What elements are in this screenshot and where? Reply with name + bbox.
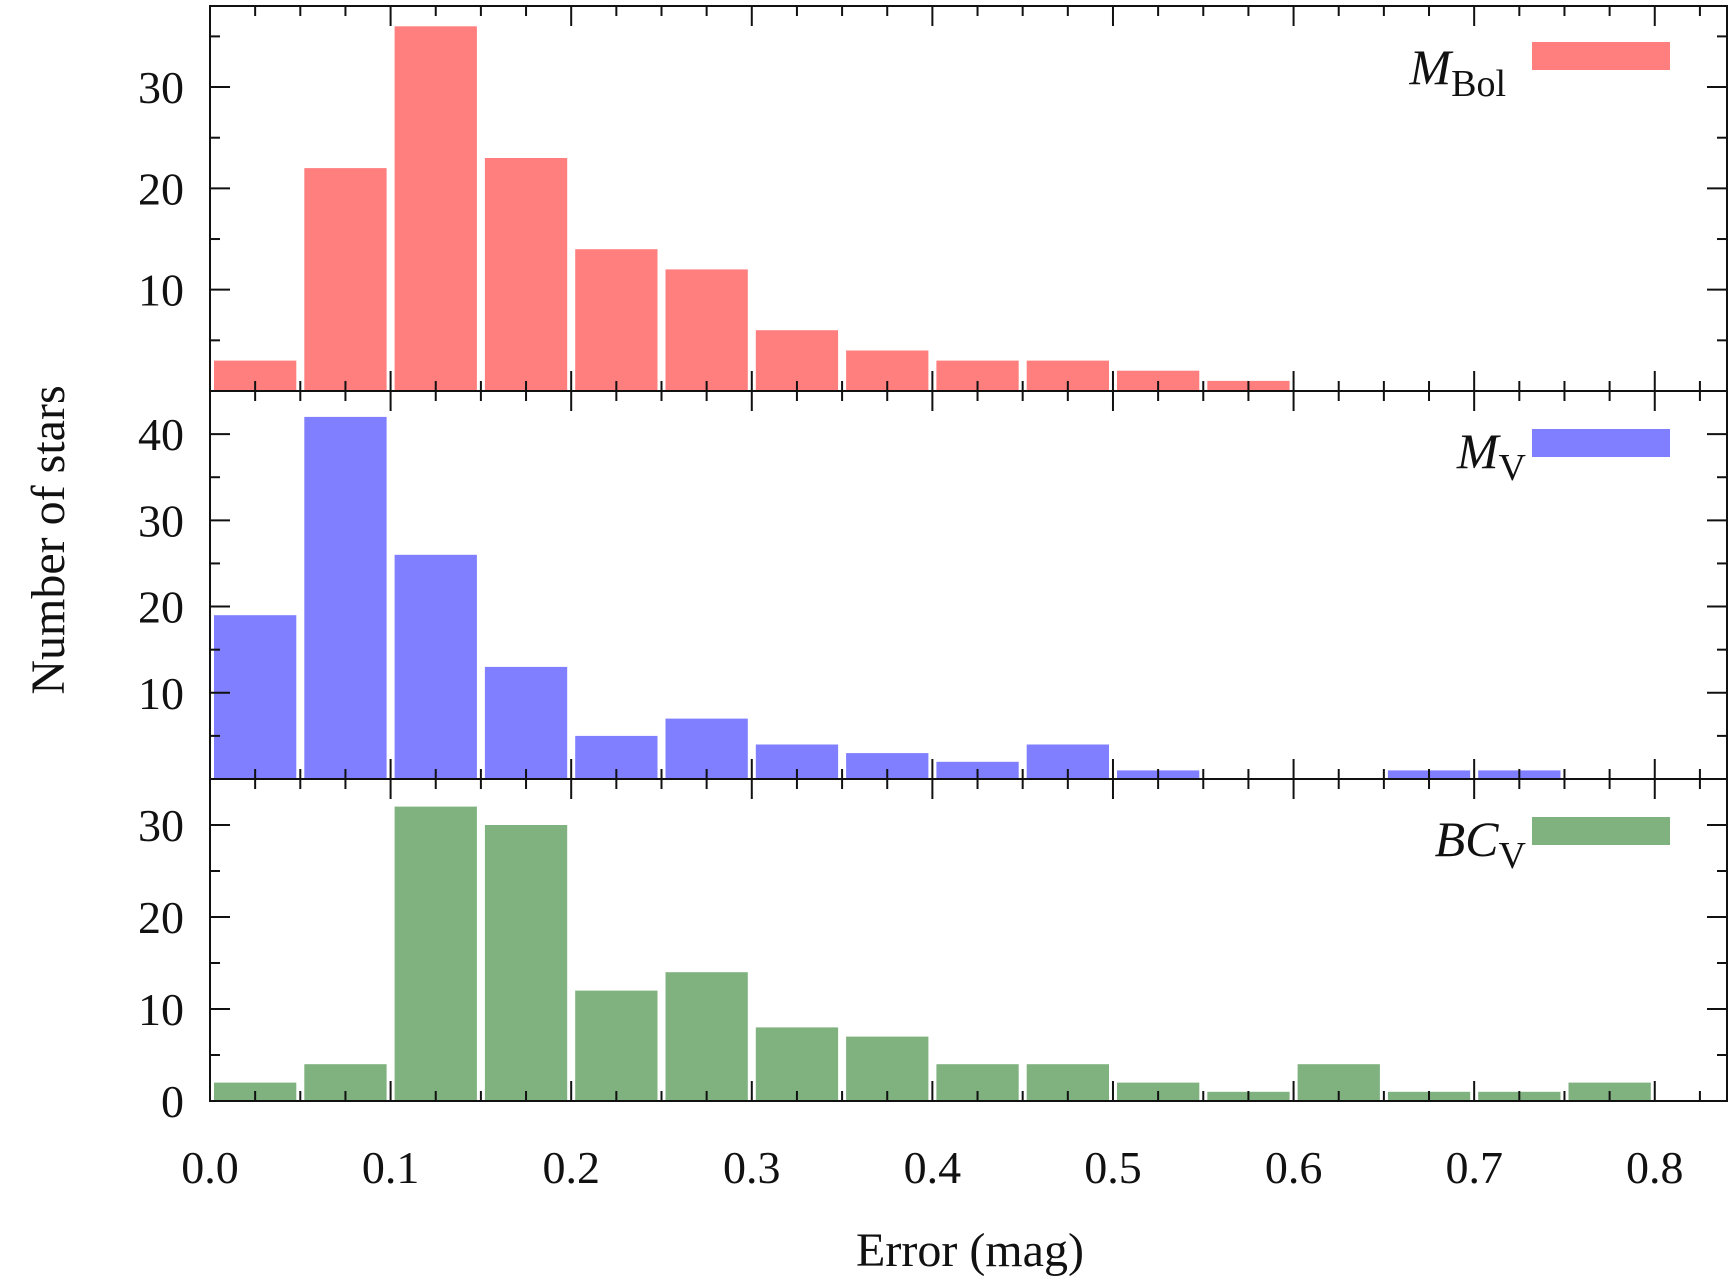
bar-top-2	[394, 26, 477, 392]
legend-top: MBol	[1408, 39, 1670, 105]
y-tick-label-middle-2: 30	[138, 495, 184, 546]
bar-top-10	[1117, 370, 1200, 391]
y-tick-label-top-0: 10	[138, 265, 184, 316]
x-tick-label-2: 0.2	[542, 1142, 600, 1193]
y-tick-label-middle-1: 20	[138, 582, 184, 633]
legend-middle: MV	[1456, 423, 1670, 489]
bar-bottom-2	[394, 806, 477, 1101]
bar-top-5	[665, 269, 748, 391]
legend-swatch-bottom	[1532, 817, 1670, 845]
panel-frame-bottom	[209, 778, 1728, 1102]
bar-middle-2	[394, 554, 477, 779]
bar-bottom-4	[575, 990, 658, 1101]
bar-middle-0	[214, 615, 297, 779]
x-tick-label-4: 0.4	[904, 1142, 962, 1193]
legend-label-bottom: BCV	[1435, 811, 1527, 877]
y-tick-label-middle-3: 40	[138, 409, 184, 460]
y-axis-title: Number of stars	[22, 385, 75, 694]
bar-top-4	[575, 249, 658, 391]
y-tick-label-top-1: 20	[138, 163, 184, 214]
x-tick-label-3: 0.3	[723, 1142, 781, 1193]
y-tick-label-bottom-1: 10	[138, 984, 184, 1035]
bar-bottom-7	[846, 1036, 929, 1101]
x-tick-label-6: 0.6	[1265, 1142, 1323, 1193]
x-tick-label-0: 0.0	[181, 1142, 239, 1193]
bar-bottom-6	[755, 1027, 839, 1101]
bar-middle-5	[665, 718, 748, 779]
bar-middle-3	[484, 666, 568, 779]
bar-bottom-3	[484, 825, 568, 1101]
x-tick-labels: 0.0 0.1 0.2 0.3 0.4 0.5 0.6 0.7 0.8	[181, 1142, 1683, 1193]
legend-label-top: MBol	[1408, 39, 1506, 105]
y-tick-label-middle-0: 10	[138, 668, 184, 719]
panel-bottom: 0 10 20 30 BCV	[138, 778, 1728, 1127]
bar-top-3	[484, 158, 568, 391]
legend-label-middle: MV	[1456, 423, 1527, 489]
bar-top-6	[755, 330, 839, 391]
y-tick-label-bottom-0: 0	[161, 1076, 184, 1127]
x-tick-label-1: 0.1	[362, 1142, 420, 1193]
x-tick-label-7: 0.7	[1445, 1142, 1503, 1193]
x-tick-label-5: 0.5	[1084, 1142, 1142, 1193]
bar-top-1	[304, 168, 387, 391]
legend-swatch-middle	[1532, 429, 1670, 457]
legend-swatch-top	[1532, 42, 1670, 70]
panel-middle: 10 20 30 40 MV	[138, 390, 1728, 780]
y-tick-label-bottom-3: 30	[138, 800, 184, 851]
x-axis-title: Error (mag)	[856, 1224, 1084, 1277]
x-tick-label-8: 0.8	[1626, 1142, 1684, 1193]
legend-bottom: BCV	[1435, 811, 1670, 877]
y-tick-label-top-2: 30	[138, 62, 184, 113]
bar-bottom-5	[665, 972, 748, 1101]
bar-middle-1	[304, 416, 387, 779]
panel-top: 10 20 30 MBol	[138, 5, 1728, 392]
y-tick-label-bottom-2: 20	[138, 892, 184, 943]
